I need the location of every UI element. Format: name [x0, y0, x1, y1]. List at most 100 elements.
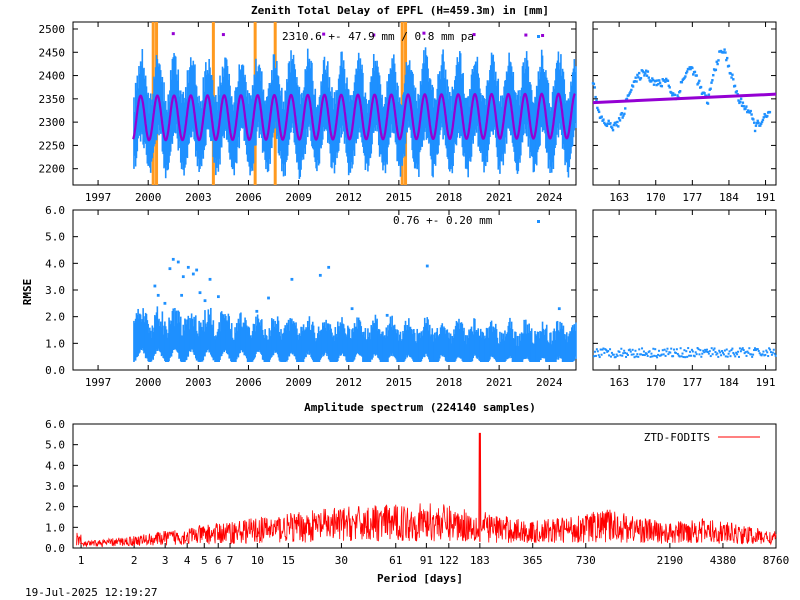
recent-rmse-point	[738, 347, 741, 350]
rmse-data-column	[177, 310, 180, 353]
recent-ztd-point	[610, 126, 614, 130]
rmse-data-column	[240, 326, 243, 351]
ztd-data-column	[256, 72, 259, 128]
ztd-data-column	[429, 79, 432, 156]
rmse-data-column	[336, 337, 338, 362]
ztd-data-column	[226, 66, 229, 139]
rmse-data-column	[551, 340, 554, 362]
rmse-data-column	[507, 325, 510, 359]
rmse-data-column	[413, 332, 416, 362]
recent-rmse-xtick-label: 184	[719, 376, 739, 389]
recent-rmse-point	[735, 351, 738, 354]
recent-ztd-point	[678, 90, 682, 93]
rmse-data-column	[468, 329, 470, 362]
rmse-data-column	[142, 308, 144, 351]
rmse-data-column	[374, 314, 377, 356]
ztd-data-column	[240, 69, 242, 128]
ztd-data-column	[423, 63, 426, 132]
recent-rmse-point	[721, 351, 724, 354]
rmse-data-column	[235, 332, 237, 362]
rmse-data-column	[434, 338, 437, 362]
rmse-data-column	[459, 328, 461, 358]
recent-rmse-xtick-label: 177	[682, 376, 702, 389]
rmse-data-column	[176, 323, 179, 352]
rmse-data-column	[271, 320, 274, 356]
recent-ztd-point	[615, 124, 618, 127]
recent-rmse-point	[729, 355, 732, 358]
ztd-outlier-point	[422, 31, 426, 35]
recent-ztd-point	[703, 92, 706, 95]
ztd-data-column	[313, 95, 316, 158]
rmse-data-column	[572, 330, 575, 362]
rmse-data-column	[309, 329, 312, 354]
rmse-data-column	[427, 319, 429, 358]
ztd-xtick-label: 2018	[436, 191, 463, 204]
recent-ztd-point	[711, 79, 714, 82]
recent-rmse-point	[616, 354, 619, 357]
ztd-data-column	[515, 99, 518, 171]
rmse-data-column	[209, 318, 211, 352]
rmse-data-column	[453, 329, 455, 362]
ztd-data-column	[321, 74, 324, 140]
ztd-recent-panel: 163 170 177 184 191	[591, 21, 777, 204]
rmse-data-column	[205, 326, 208, 353]
recent-ztd-point	[685, 70, 689, 73]
rmse-data-column	[435, 331, 438, 362]
recent-ztd-point	[736, 93, 739, 96]
rmse-data-column	[403, 325, 406, 361]
rmse-data-column	[242, 322, 245, 352]
rmse-data-column	[150, 338, 153, 362]
recent-rmse-point	[709, 355, 712, 358]
recent-rmse-point	[645, 353, 648, 356]
ztd-data-column	[447, 86, 449, 160]
rmse-data-column	[155, 312, 158, 350]
recent-ztd-point	[715, 60, 718, 63]
spectrum-ytick-label: 3.0	[45, 480, 65, 493]
recent-rmse-point	[718, 349, 721, 352]
rmse-data-column	[352, 328, 354, 362]
rmse-data-column	[467, 338, 469, 362]
recent-ztd-point	[709, 87, 712, 90]
rmse-data-column	[212, 320, 215, 361]
recent-ztd-point	[647, 76, 650, 79]
ztd-data-column	[539, 66, 541, 146]
ztd-data-column	[432, 87, 434, 178]
rmse-data-column	[195, 330, 198, 361]
ztd-data-column	[290, 50, 292, 133]
rmse-data-column	[439, 327, 442, 356]
rmse-data-column	[144, 322, 146, 353]
recent-rmse-point	[764, 353, 767, 356]
recent-rmse-point	[733, 353, 736, 356]
rmse-xtick-label: 2006	[235, 376, 262, 389]
rmse-data-column	[233, 339, 236, 362]
rmse-data-column	[305, 327, 307, 358]
ztd-data-column	[264, 100, 266, 160]
ztd-data-column	[181, 94, 184, 163]
ztd-legend-marker	[537, 35, 540, 38]
rmse-data-column	[200, 326, 203, 362]
ztd-data-column	[246, 90, 249, 162]
rmse-data-column	[397, 330, 399, 362]
rmse-data-column	[508, 321, 510, 357]
rmse-data-column	[367, 337, 370, 362]
ztd-data-column	[190, 65, 193, 138]
recent-rmse-point	[705, 348, 708, 351]
recent-ztd-point	[733, 84, 737, 88]
recent-rmse-point	[760, 354, 763, 357]
ztd-data-column	[291, 58, 294, 124]
recent-ztd-point	[727, 64, 731, 68]
rmse-data-column	[230, 328, 232, 362]
recent-ztd-point	[644, 72, 647, 75]
rmse-data-column	[321, 322, 324, 355]
rmse-data-column	[370, 325, 373, 360]
rmse-data-column	[369, 339, 372, 362]
recent-ztd-point	[744, 107, 747, 110]
recent-ztd-point	[603, 121, 606, 125]
ztd-data-column	[245, 81, 247, 146]
rmse-data-column	[568, 333, 571, 362]
rmse-data-column	[205, 323, 207, 353]
recent-ztd-point	[635, 80, 638, 83]
recent-rmse-point	[608, 354, 611, 357]
ztd-data-column	[163, 82, 165, 169]
ztd-data-column	[365, 99, 368, 163]
